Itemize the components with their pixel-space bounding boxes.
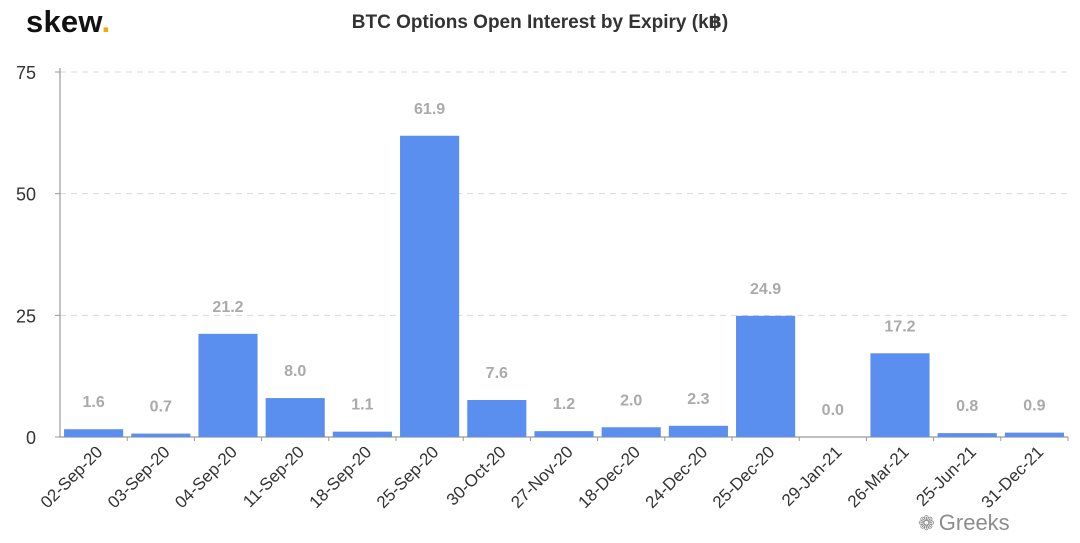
bar-30-oct-20 <box>467 400 527 437</box>
value-label: 8.0 <box>284 363 306 380</box>
bar-26-mar-21 <box>870 353 930 437</box>
bar-02-sep-20 <box>64 429 124 437</box>
value-label: 1.6 <box>82 394 104 411</box>
y-tick-label: 50 <box>16 185 36 205</box>
x-tick-label: 03-Sep-20 <box>104 442 174 512</box>
bar-31-dec-21 <box>1004 432 1064 437</box>
x-tick-label: 11-Sep-20 <box>239 442 308 511</box>
bar-18-sep-20 <box>332 431 392 437</box>
value-label: 7.6 <box>486 365 508 382</box>
wechat-icon: ❁ <box>918 513 935 535</box>
value-label: 24.9 <box>750 281 781 298</box>
watermark: ❁ Greeks <box>918 510 1010 537</box>
value-label: 0.8 <box>956 398 978 415</box>
value-label: 0.7 <box>150 399 172 416</box>
bar-03-sep-20 <box>131 433 191 437</box>
value-label: 2.0 <box>620 392 642 409</box>
bar-25-dec-20 <box>736 315 796 437</box>
x-tick-label: 04-Sep-20 <box>171 442 241 512</box>
value-label: 21.2 <box>212 299 243 316</box>
x-tick-label: 26-Mar-21 <box>844 442 913 511</box>
x-tick-label: 02-Sep-20 <box>37 442 107 512</box>
chart-title: BTC Options Open Interest by Expiry (k฿) <box>351 12 729 33</box>
bar-18-dec-20 <box>601 427 661 437</box>
x-tick-label: 25-Dec-20 <box>709 442 779 512</box>
y-tick-label: 25 <box>16 306 36 326</box>
value-label: 61.9 <box>414 101 445 118</box>
skew-logo: skew. <box>26 2 110 42</box>
y-tick-label: 0 <box>26 428 36 448</box>
bar-27-nov-20 <box>534 431 594 437</box>
x-tick-label: 31-Dec-21 <box>978 442 1048 512</box>
grid-lines <box>60 71 1068 316</box>
bar-24-dec-20 <box>668 425 728 437</box>
x-tick-label: 24-Dec-20 <box>642 442 712 512</box>
bar-25-jun-21 <box>937 433 997 437</box>
bar-04-sep-20 <box>198 333 258 437</box>
x-tick-label: 25-Jun-21 <box>912 442 980 510</box>
brand-dot: . <box>101 4 111 39</box>
value-label: 0.0 <box>822 402 844 419</box>
value-labels: 1.6 0.7 21.2 8.0 1.1 61.9 7.6 1.2 2.0 2.3 24.9 0.0 1… <box>82 101 1045 419</box>
bars <box>64 135 1064 437</box>
value-label: 1.2 <box>553 396 575 413</box>
x-tick-label: 25-Sep-20 <box>373 442 443 512</box>
tick-labels: 0 25 50 75 02-Sep-2003-Sep-2004-Sep-2011-Sep… <box>16 63 1047 512</box>
brand-name: skew <box>26 4 102 39</box>
x-tick-label: 30-Oct-20 <box>443 442 510 509</box>
x-tick-label: 18-Dec-20 <box>574 442 644 512</box>
y-tick-label: 75 <box>16 63 36 83</box>
value-label: 0.9 <box>1023 398 1045 415</box>
x-tick-label: 27-Nov-20 <box>507 442 577 512</box>
x-tick-label: 18-Sep-20 <box>306 442 376 512</box>
bar-25-sep-20 <box>400 135 460 437</box>
bar-11-sep-20 <box>265 398 325 437</box>
watermark-text: Greeks <box>938 510 1010 535</box>
value-label: 17.2 <box>884 318 915 335</box>
value-label: 2.3 <box>687 391 709 408</box>
x-tick-label: 29-Jan-21 <box>778 442 846 510</box>
value-label: 1.1 <box>351 397 373 414</box>
